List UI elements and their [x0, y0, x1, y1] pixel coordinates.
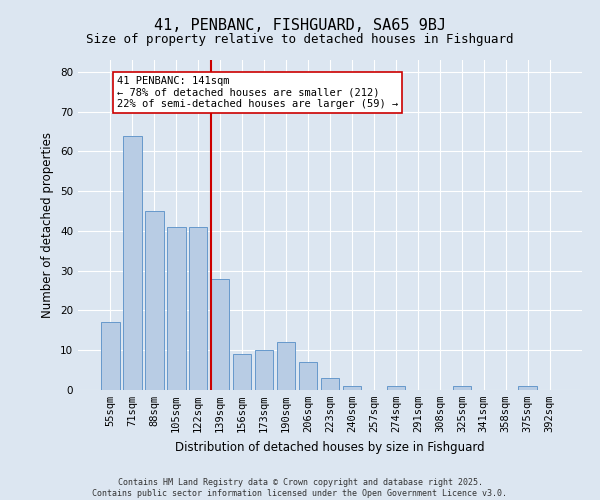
Text: 41 PENBANC: 141sqm
← 78% of detached houses are smaller (212)
22% of semi-detach: 41 PENBANC: 141sqm ← 78% of detached hou…: [117, 76, 398, 109]
X-axis label: Distribution of detached houses by size in Fishguard: Distribution of detached houses by size …: [175, 440, 485, 454]
Bar: [167, 227, 185, 390]
Y-axis label: Number of detached properties: Number of detached properties: [41, 132, 55, 318]
Bar: [233, 354, 251, 390]
Bar: [189, 227, 208, 390]
Bar: [277, 342, 295, 390]
Bar: [101, 322, 119, 390]
Bar: [452, 386, 471, 390]
Bar: [518, 386, 537, 390]
Bar: [386, 386, 405, 390]
Text: 41, PENBANC, FISHGUARD, SA65 9BJ: 41, PENBANC, FISHGUARD, SA65 9BJ: [154, 18, 446, 32]
Bar: [320, 378, 340, 390]
Bar: [123, 136, 142, 390]
Bar: [255, 350, 274, 390]
Text: Contains HM Land Registry data © Crown copyright and database right 2025.
Contai: Contains HM Land Registry data © Crown c…: [92, 478, 508, 498]
Bar: [211, 278, 229, 390]
Bar: [343, 386, 361, 390]
Text: Size of property relative to detached houses in Fishguard: Size of property relative to detached ho…: [86, 32, 514, 46]
Bar: [145, 211, 164, 390]
Bar: [299, 362, 317, 390]
